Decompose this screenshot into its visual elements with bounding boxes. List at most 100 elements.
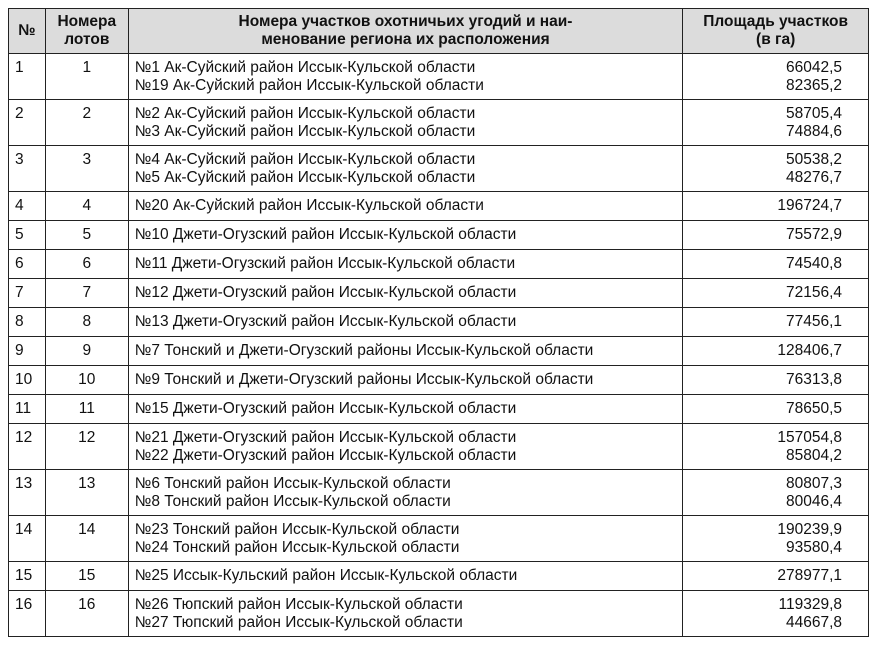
area-value: 77456,1	[785, 313, 842, 330]
region-cell: №6 Тонский район Иссык-Кульской области №…	[127, 469, 684, 516]
row-number: 9	[8, 336, 46, 366]
header-cell: Площадь участков (в га)	[682, 8, 869, 54]
table-row: 1 1 №1 Ак-Суйский район Иссык-Кульской обл…	[8, 53, 869, 100]
header-text: (в га)	[756, 31, 796, 48]
region-name: №7 Тонский и Джети-Огузский районы Иссык…	[134, 342, 594, 359]
region-cell: №15 Джети-Огузский район Иссык-Кульской …	[127, 394, 684, 424]
area-cell: 157054,8 85804,2	[682, 423, 869, 470]
lot-number: 7	[44, 278, 129, 308]
area-value: 196724,7	[777, 197, 842, 214]
header-cell: Номера участков охотничьих угодий и наи-…	[127, 8, 684, 54]
region-name: №21 Джети-Огузский район Иссык-Кульской …	[134, 429, 517, 446]
row-number: 1	[8, 53, 46, 100]
area-value: 74540,8	[785, 255, 842, 272]
region-cell: №12 Джети-Огузский район Иссык-Кульской …	[127, 278, 684, 308]
region-cell: №10 Джети-Огузский район Иссык-Кульской …	[127, 220, 684, 250]
area-cell: 80807,3 80046,4	[682, 469, 869, 516]
region-cell: №9 Тонский и Джети-Огузский районы Иссык…	[127, 365, 684, 395]
area-value: 50538,2	[785, 151, 842, 168]
area-value: 75572,9	[785, 226, 842, 243]
area-value: 82365,2	[785, 77, 842, 94]
table-row: 8 8 №13 Джети-Огузский район Иссык-Кульско…	[8, 307, 869, 337]
lot-number: 2	[44, 99, 129, 146]
region-name: №23 Тонский район Иссык-Кульской области	[134, 521, 460, 538]
region-name: №15 Джети-Огузский район Иссык-Кульской …	[134, 400, 517, 417]
region-name: №8 Тонский район Иссык-Кульской области	[134, 493, 451, 510]
table-row: 13 13 №6 Тонский район Иссык-Кульской обла…	[8, 469, 869, 516]
region-name: №24 Тонский район Иссык-Кульской области	[134, 539, 460, 556]
lot-number: 10	[44, 365, 129, 395]
area-cell: 77456,1	[682, 307, 869, 337]
lot-number: 16	[44, 590, 129, 637]
table-row: 12 12 №21 Джети-Огузский район Иссык-Кульс…	[8, 423, 869, 470]
table-row: 16 16 №26 Тюпский район Иссык-Кульской обл…	[8, 590, 869, 637]
area-cell: 74540,8	[682, 249, 869, 279]
area-cell: 72156,4	[682, 278, 869, 308]
table-row: 11 11 №15 Джети-Огузский район Иссык-Кульс…	[8, 394, 869, 424]
lot-number: 1	[44, 53, 129, 100]
lot-number: 14	[44, 515, 129, 562]
lot-number: 12	[44, 423, 129, 470]
table-row: 14 14 №23 Тонский район Иссык-Кульской обл…	[8, 515, 869, 562]
area-cell: 196724,7	[682, 191, 869, 221]
region-name: №20 Ак-Суйский район Иссык-Кульской обла…	[134, 197, 484, 214]
row-number: 15	[8, 561, 46, 591]
lot-number: 3	[44, 145, 129, 192]
region-cell: №26 Тюпский район Иссык-Кульской области…	[127, 590, 684, 637]
area-cell: 278977,1	[682, 561, 869, 591]
row-number: 2	[8, 99, 46, 146]
area-value: 72156,4	[785, 284, 842, 301]
area-value: 128406,7	[777, 342, 842, 359]
lots-table: № Номера лотов Номера участков охотничьих у…	[8, 8, 869, 637]
region-name: №3 Ак-Суйский район Иссык-Кульской облас…	[134, 123, 476, 140]
region-name: №12 Джети-Огузский район Иссык-Кульской …	[134, 284, 517, 301]
region-cell: №13 Джети-Огузский район Иссык-Кульской …	[127, 307, 684, 337]
region-cell: №4 Ак-Суйский район Иссык-Кульской облас…	[127, 145, 684, 192]
row-number: 12	[8, 423, 46, 470]
region-name: №27 Тюпский район Иссык-Кульской области	[134, 614, 463, 631]
lot-number: 11	[44, 394, 129, 424]
area-value: 190239,9	[777, 521, 842, 538]
lot-number: 4	[44, 191, 129, 221]
area-cell: 76313,8	[682, 365, 869, 395]
area-cell: 128406,7	[682, 336, 869, 366]
lot-number: 15	[44, 561, 129, 591]
area-value: 48276,7	[785, 169, 842, 186]
region-name: №13 Джети-Огузский район Иссык-Кульской …	[134, 313, 517, 330]
header-row: № Номера лотов Номера участков охотничьих у…	[8, 8, 869, 54]
header-text: менование региона их расположения	[261, 31, 550, 48]
header-text: №	[18, 22, 36, 39]
area-value: 80807,3	[785, 475, 842, 492]
region-name: №2 Ак-Суйский район Иссык-Кульской облас…	[134, 105, 476, 122]
region-name: №22 Джети-Огузский район Иссык-Кульской …	[134, 447, 517, 464]
lot-number: 8	[44, 307, 129, 337]
header-cell: Номера лотов	[44, 8, 129, 54]
area-value: 76313,8	[785, 371, 842, 388]
row-number: 6	[8, 249, 46, 279]
row-number: 11	[8, 394, 46, 424]
lot-number: 9	[44, 336, 129, 366]
area-value: 157054,8	[777, 429, 842, 446]
table-row: 15 15 №25 Иссык-Кульский район Иссык-Кульс…	[8, 561, 869, 591]
region-name: №9 Тонский и Джети-Огузский районы Иссык…	[134, 371, 594, 388]
header-text: Номера	[57, 13, 117, 30]
table-row: 9 9 №7 Тонский и Джети-Огузский районы Исс…	[8, 336, 869, 366]
region-name: №26 Тюпский район Иссык-Кульской области	[134, 596, 463, 613]
region-name: №4 Ак-Суйский район Иссык-Кульской облас…	[134, 151, 476, 168]
region-cell: №20 Ак-Суйский район Иссык-Кульской обла…	[127, 191, 684, 221]
area-value: 74884,6	[785, 123, 842, 140]
table-row: 5 5 №10 Джети-Огузский район Иссык-Кульско…	[8, 220, 869, 250]
table-row: 10 10 №9 Тонский и Джети-Огузский районы И…	[8, 365, 869, 395]
lot-number: 5	[44, 220, 129, 250]
region-name: №11 Джети-Огузский район Иссык-Кульской …	[134, 255, 516, 272]
row-number: 4	[8, 191, 46, 221]
region-name: №6 Тонский район Иссык-Кульской области	[134, 475, 451, 492]
area-value: 44667,8	[785, 614, 842, 631]
region-cell: №1 Ак-Суйский район Иссык-Кульской облас…	[127, 53, 684, 100]
table-row: 4 4 №20 Ак-Суйский район Иссык-Кульской об…	[8, 191, 869, 221]
row-number: 16	[8, 590, 46, 637]
row-number: 8	[8, 307, 46, 337]
row-number: 7	[8, 278, 46, 308]
row-number: 5	[8, 220, 46, 250]
